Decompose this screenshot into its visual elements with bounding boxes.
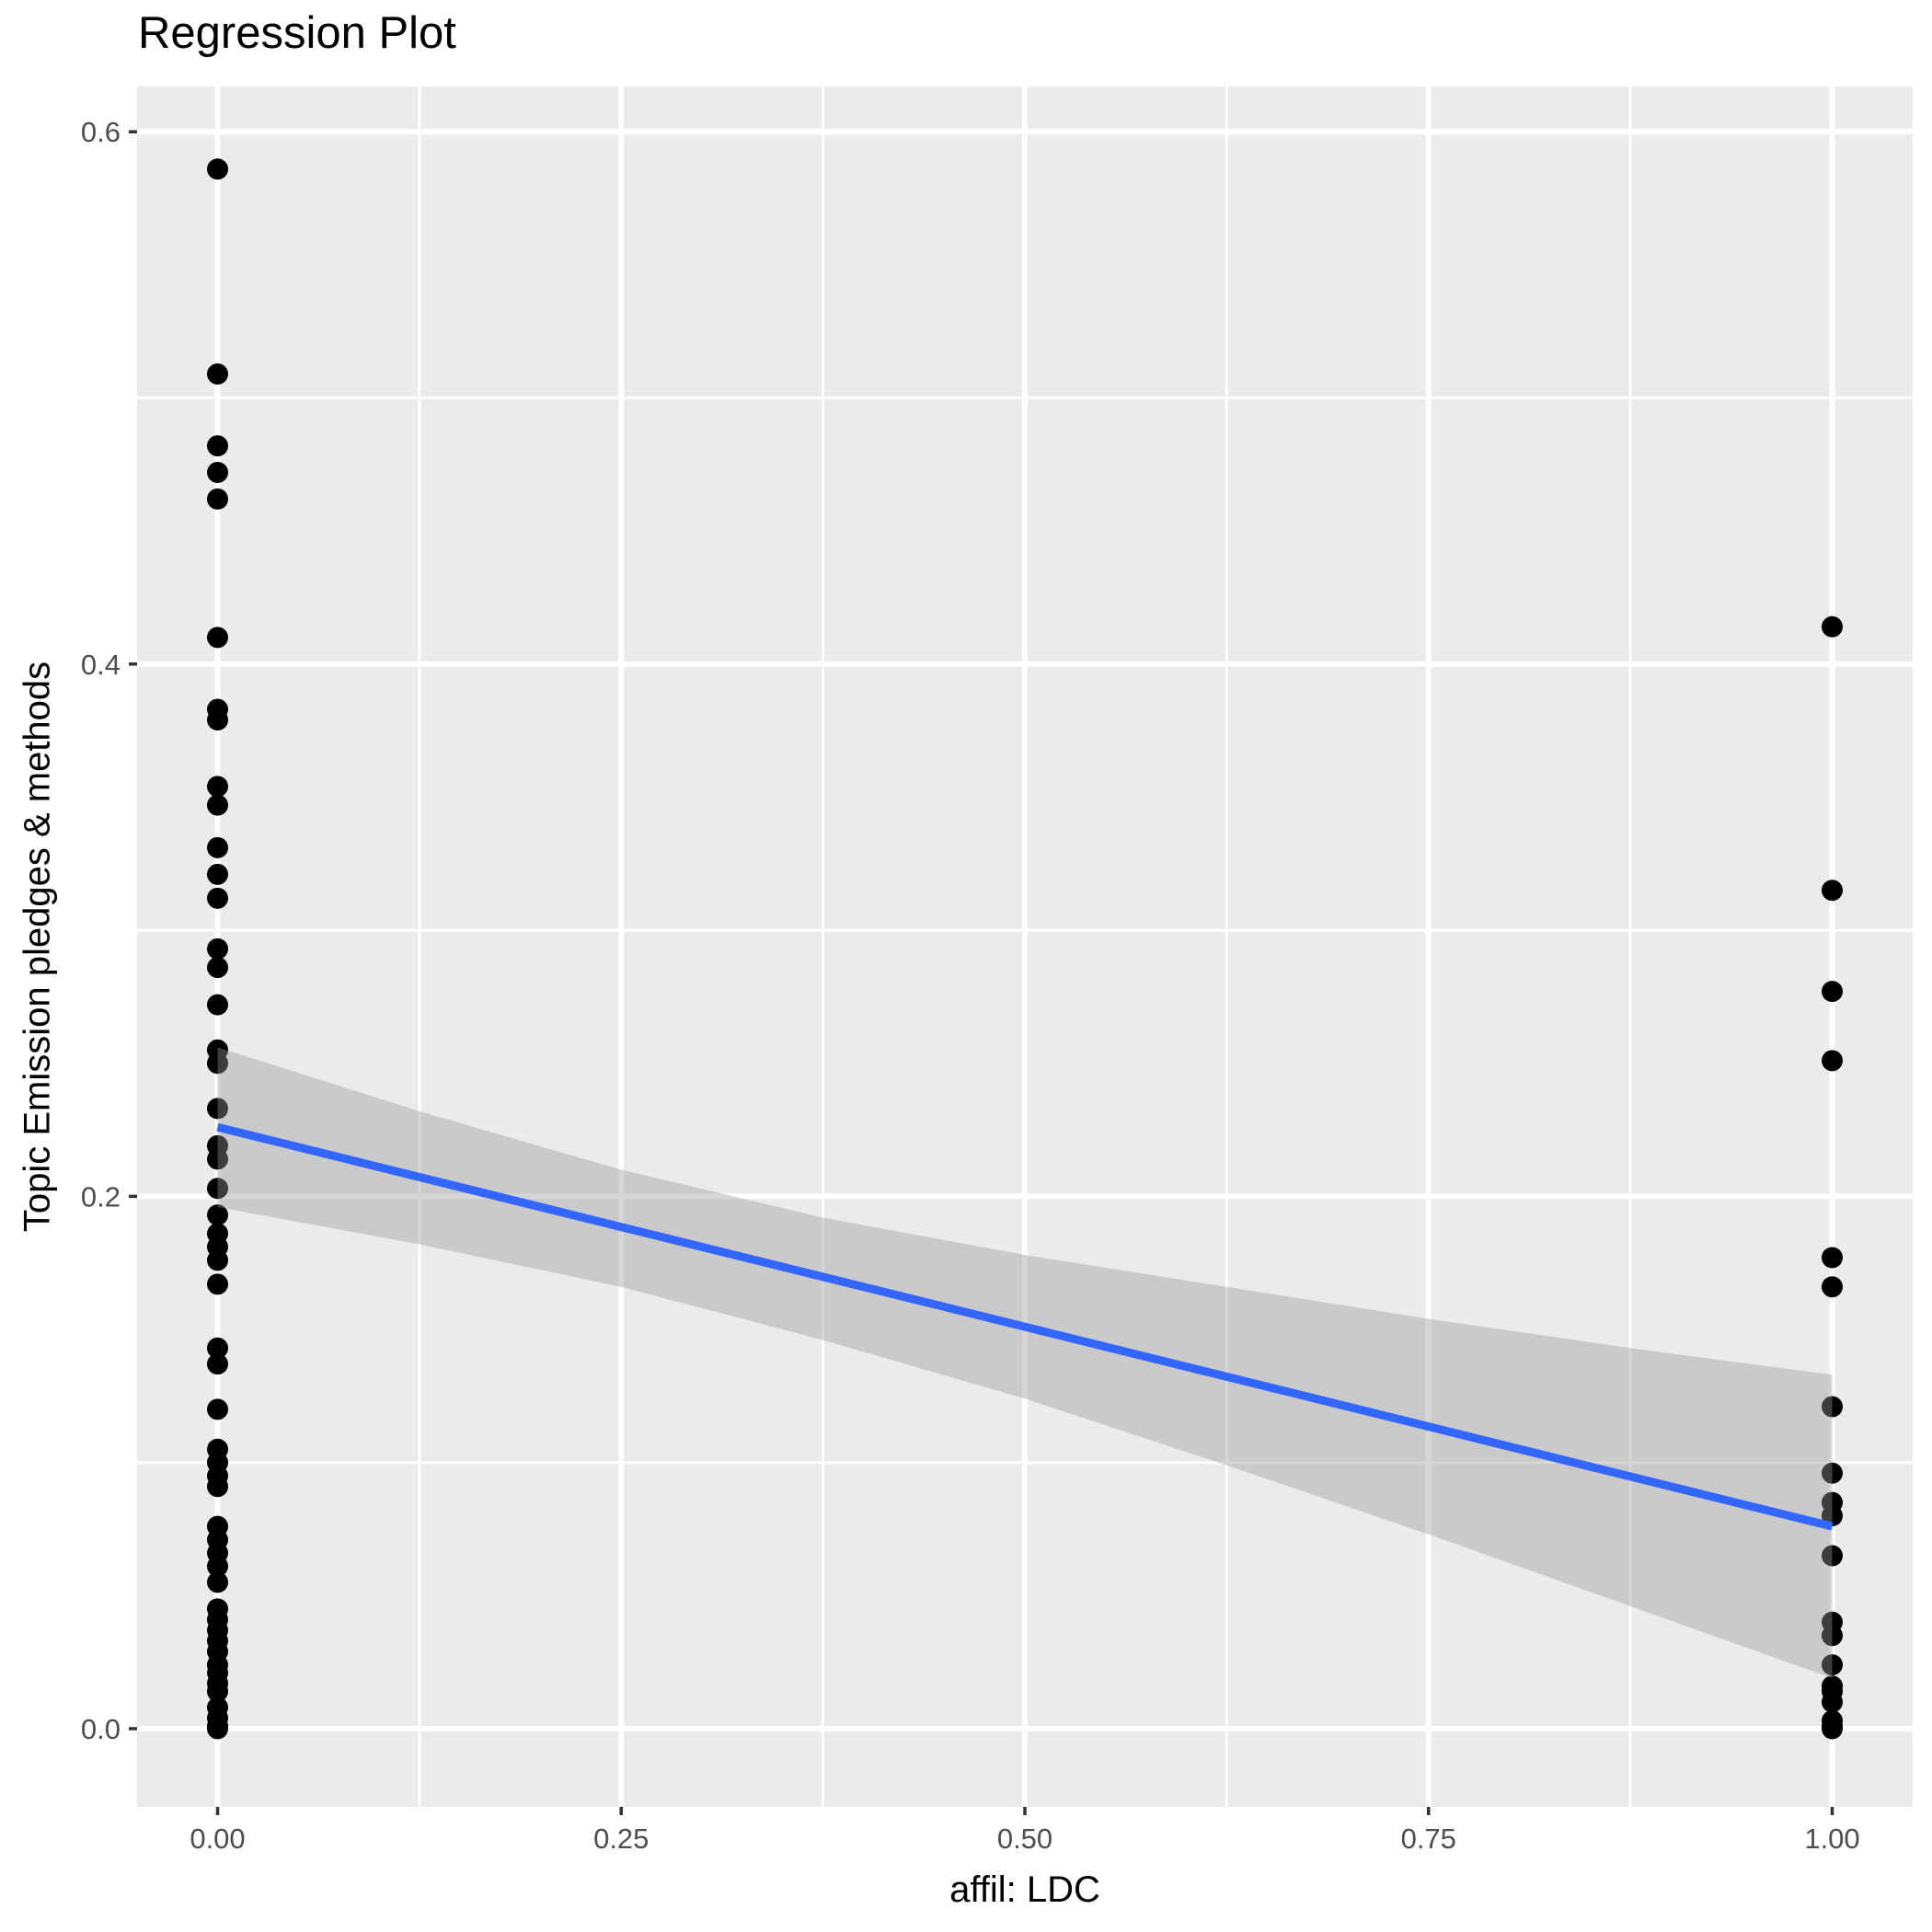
data-point — [207, 1476, 228, 1498]
data-point — [1822, 1247, 1843, 1269]
data-point — [207, 863, 228, 885]
data-point — [1822, 880, 1843, 902]
data-point — [1822, 1718, 1843, 1740]
data-point — [207, 1204, 228, 1226]
x-tick-label: 1.00 — [1804, 1823, 1859, 1855]
data-point — [207, 1178, 228, 1200]
data-point — [207, 937, 228, 960]
x-axis-title: affil: LDC — [949, 1869, 1100, 1910]
data-point — [1822, 1691, 1843, 1713]
data-point — [207, 1718, 228, 1740]
confidence-band — [217, 1047, 1833, 1679]
data-point — [1822, 1462, 1843, 1484]
data-point — [207, 1398, 228, 1420]
x-tick-label: 0.25 — [593, 1823, 649, 1855]
data-point — [207, 462, 228, 484]
x-tick-label: 0.75 — [1401, 1823, 1456, 1855]
data-point — [207, 1052, 228, 1075]
data-point — [1822, 1545, 1843, 1567]
data-point — [207, 1273, 228, 1295]
data-point — [207, 994, 228, 1016]
data-point — [1822, 1396, 1843, 1418]
data-point — [207, 1098, 228, 1120]
data-point — [207, 1353, 228, 1375]
data-point — [1822, 615, 1843, 638]
data-point — [207, 1571, 228, 1593]
data-point — [1822, 981, 1843, 1003]
data-point — [207, 887, 228, 909]
plot-title: Regression Plot — [138, 8, 456, 58]
x-tick-label: 0.00 — [190, 1823, 245, 1855]
data-point — [1822, 1276, 1843, 1298]
y-tick-label: 0.4 — [81, 649, 121, 681]
data-point — [207, 627, 228, 649]
data-point — [207, 1680, 228, 1702]
data-point — [207, 1148, 228, 1170]
data-point — [1822, 1654, 1843, 1676]
data-point — [1822, 1625, 1843, 1647]
data-point — [207, 957, 228, 979]
data-point — [207, 836, 228, 858]
y-tick-label: 0.2 — [81, 1180, 121, 1213]
regression-line — [216, 1122, 1834, 1531]
y-tick-label: 0.0 — [81, 1713, 121, 1745]
data-point — [1822, 1050, 1843, 1072]
data-point — [207, 709, 228, 731]
data-point — [207, 488, 228, 510]
data-point — [207, 794, 228, 816]
data-point — [207, 435, 228, 457]
x-tick-label: 0.50 — [997, 1823, 1052, 1855]
y-axis-title: Topic Emission pledges & methods — [17, 661, 58, 1233]
data-point — [207, 1249, 228, 1271]
data-point — [207, 1556, 228, 1578]
y-tick-label: 0.6 — [81, 116, 121, 148]
data-point — [207, 158, 228, 180]
data-point — [207, 776, 228, 798]
data-point — [207, 362, 228, 385]
data-point — [207, 1337, 228, 1359]
